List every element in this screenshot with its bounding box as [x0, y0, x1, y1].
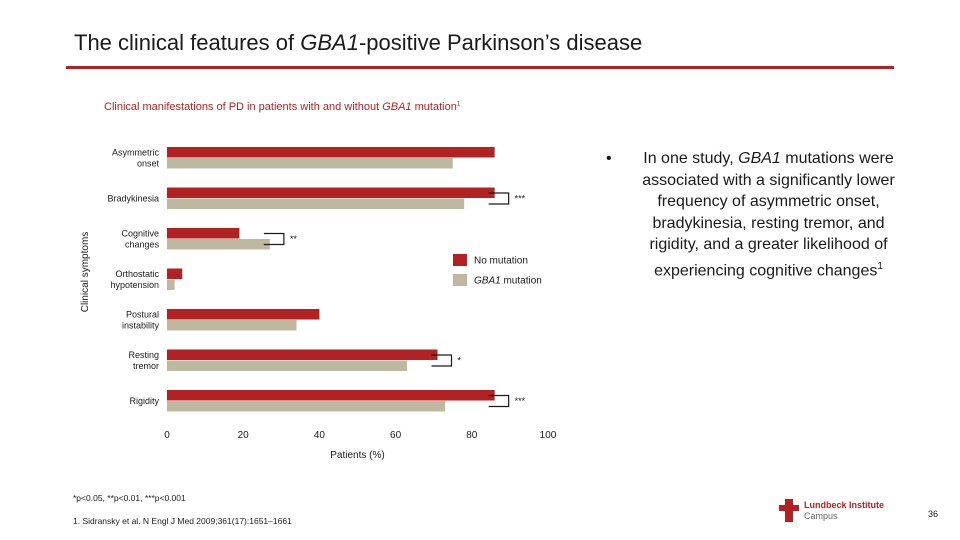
key-finding-bullet: • In one study, GBA1 mutations were asso…	[606, 148, 906, 282]
category-label-1-0: Bradykinesia	[107, 194, 159, 204]
logo-name: Lundbeck Institute	[804, 500, 885, 510]
significance-bracket-1	[263, 232, 285, 246]
chart-title-ref: 1	[456, 101, 461, 108]
category-label-4-0: Postural	[126, 310, 159, 320]
chart-title: Clinical manifestations of PD in patient…	[104, 101, 460, 113]
x-tick-label-0: 0	[164, 430, 170, 441]
bar-gba1-mutation-5	[167, 360, 408, 371]
bar-gba1-mutation-2	[167, 239, 270, 250]
slide-title-text-end: -positive Parkinson’s disease	[358, 30, 643, 55]
bullet-text-end: mutations were associated with a signifi…	[642, 150, 895, 280]
x-tick-label-3: 60	[390, 430, 402, 441]
bar-no-mutation-5	[167, 349, 438, 360]
slide-title: The clinical features of GBA1-positive P…	[74, 30, 642, 56]
category-label-0-1: onset	[137, 159, 160, 169]
bar-no-mutation-0	[167, 147, 495, 158]
bar-gba1-mutation-4	[167, 320, 297, 331]
x-tick-label-4: 80	[466, 430, 478, 441]
bar-no-mutation-2	[167, 228, 240, 239]
legend-swatch-1	[453, 274, 467, 286]
category-label-0-0: Asymmetric	[112, 148, 159, 158]
x-axis-label: Patients (%)	[330, 450, 384, 461]
bar-gba1-mutation-3	[167, 279, 175, 290]
y-axis-label: Clinical symptoms	[80, 232, 91, 313]
bar-gba1-mutation-1	[167, 198, 465, 209]
logo-cross-icon	[779, 499, 799, 522]
category-label-4-1: instability	[122, 321, 160, 331]
title-divider	[66, 66, 894, 69]
legend-label-1: GBA1 mutation	[474, 276, 542, 287]
page-number: 36	[928, 509, 939, 519]
category-label-5-1: tremor	[133, 361, 159, 371]
significance-label-0: ***	[515, 194, 526, 204]
significance-label-2: *	[458, 356, 462, 366]
significance-bracket-2	[431, 354, 453, 367]
chart-title-gene: GBA1	[382, 101, 412, 113]
slide-title-text: The clinical features of	[74, 30, 301, 55]
legend-swatch-0	[453, 254, 467, 266]
legend-label-0: No mutation	[474, 256, 528, 267]
significance-footnote: *p<0.05, **p<0.01, ***p<0.001	[73, 493, 186, 503]
bar-no-mutation-6	[167, 390, 495, 401]
bullet-ref: 1	[877, 260, 883, 272]
slide-title-gene: GBA1	[300, 30, 359, 55]
x-tick-label-2: 40	[314, 430, 326, 441]
bar-gba1-mutation-6	[167, 401, 446, 412]
category-label-2-1: changes	[125, 240, 160, 250]
category-label-5-0: Resting	[128, 350, 159, 360]
category-label-6-0: Rigidity	[129, 396, 159, 406]
bullet-gene: GBA1	[738, 150, 781, 167]
significance-label-3: ***	[515, 396, 526, 406]
bullet-text-start: In one study,	[643, 150, 739, 167]
institute-logo: Lundbeck Institute Campus	[776, 498, 906, 524]
x-tick-label-1: 20	[238, 430, 250, 441]
bar-gba1-mutation-0	[167, 158, 453, 169]
bullet-text: In one study, GBA1 mutations were associ…	[631, 148, 906, 282]
reference: 1. Sidransky et al. N Engl J Med 2009;36…	[73, 516, 292, 526]
x-tick-label-5: 100	[540, 430, 557, 441]
significance-bracket-0	[488, 192, 510, 205]
bullet-dot: •	[606, 150, 612, 167]
bar-no-mutation-1	[167, 187, 495, 198]
chart-title-text: Clinical manifestations of PD in patient…	[104, 101, 383, 113]
bar-no-mutation-3	[167, 268, 183, 279]
significance-bracket-3	[488, 394, 510, 408]
category-label-3-0: Orthostatic	[115, 269, 159, 279]
significance-label-1: **	[290, 234, 298, 244]
category-label-2-0: Cognitive	[121, 229, 159, 239]
category-label-3-1: hypotension	[110, 280, 159, 290]
bar-no-mutation-4	[167, 309, 320, 320]
chart-title-text-end: mutation	[411, 101, 457, 113]
logo-subname: Campus	[804, 511, 838, 521]
